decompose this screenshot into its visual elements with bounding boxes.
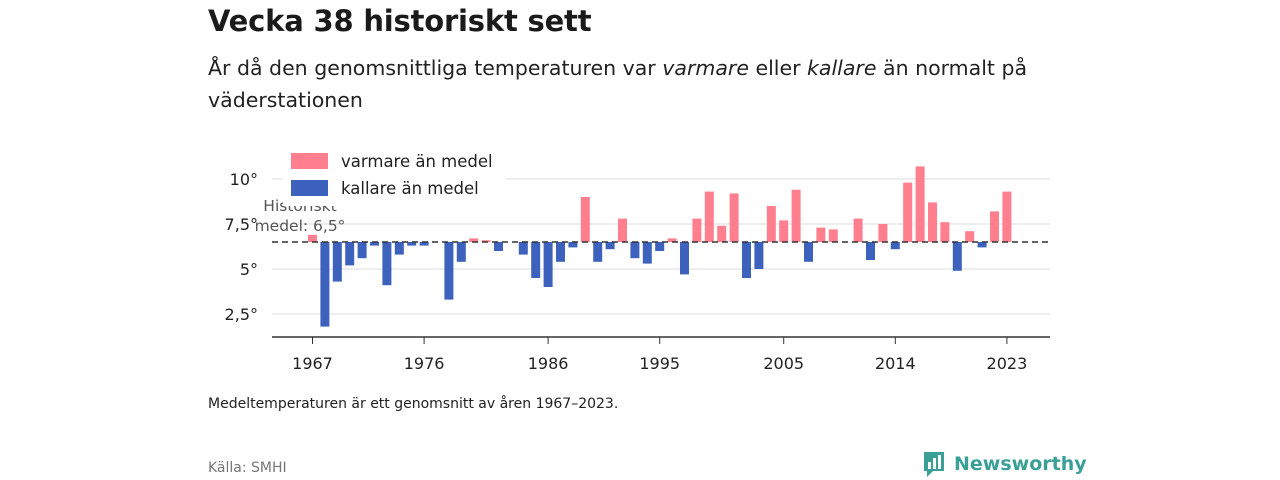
subtitle-part-1: År då den genomsnittliga temperaturen va… [208, 56, 663, 80]
subtitle-part-3: än normalt på väderstationen [208, 56, 1028, 112]
legend-warmer-swatch [291, 153, 328, 169]
bar-colder [890, 242, 900, 250]
legend-colder-label: kallare än medel [341, 179, 479, 198]
bar-colder [680, 242, 689, 275]
bar-colder [494, 242, 503, 251]
chart-legend: varmare än medel kallare än medel [283, 146, 505, 206]
bar-warmer [717, 225, 727, 242]
y-tick-label: 5° [240, 260, 258, 279]
chart-note: Medeltemperaturen är ett genomsnitt av å… [208, 396, 619, 412]
legend-warmer-label: varmare än medel [341, 152, 493, 171]
bar-colder [630, 242, 640, 259]
bar-colder [345, 242, 355, 266]
y-tick-label: 10° [230, 170, 258, 189]
bar-warmer [878, 224, 888, 242]
bar-colder [382, 242, 392, 286]
bar-colder [655, 242, 665, 251]
y-tick-label: 7,5° [225, 215, 258, 234]
x-tick-label: 1976 [404, 354, 445, 373]
newsworthy-logo-icon [924, 452, 944, 477]
subtitle-part-2: eller [748, 56, 808, 80]
bar-colder [407, 242, 417, 246]
bar-warmer [308, 234, 317, 242]
bar-colder [394, 242, 404, 255]
bar-colder [444, 242, 454, 300]
bar-colder [977, 242, 987, 248]
source-label: Källa: SMHI [208, 460, 287, 476]
bar-colder [320, 242, 330, 327]
bar-warmer [903, 182, 913, 242]
chart-subtitle: År då den genomsnittliga temperaturen va… [208, 52, 1048, 116]
bar-warmer [766, 206, 776, 242]
brand-name: Newsworthy [954, 453, 1087, 475]
bar-warmer [915, 166, 925, 242]
subtitle-colder-emphasis: kallare [807, 56, 877, 80]
bar-colder [642, 242, 652, 264]
bar-colder [556, 242, 565, 262]
bar-colder [742, 242, 751, 278]
bar-warmer [692, 218, 702, 242]
bar-colder [419, 242, 429, 246]
bar-warmer [1002, 191, 1012, 242]
bar-colder [568, 242, 578, 248]
bar-colder [543, 242, 553, 287]
bar-colder [357, 242, 367, 259]
bar-warmer [481, 240, 491, 242]
bar-warmer [729, 193, 739, 242]
bar-warmer [704, 191, 714, 242]
bar-colder [332, 242, 342, 282]
bar-warmer [990, 211, 999, 242]
bar-colder [456, 242, 466, 262]
x-tick-label: 1967 [292, 354, 333, 373]
bar-colder [866, 242, 875, 260]
x-tick-label: 2005 [763, 354, 804, 373]
subtitle-warmer-emphasis: varmare [662, 56, 749, 80]
bar-colder [518, 242, 528, 255]
baseline-label: medel: 6,5° [255, 217, 346, 235]
bar-warmer [853, 218, 863, 242]
x-tick-label: 1995 [639, 354, 680, 373]
bar-colder [531, 242, 541, 278]
bar-warmer [965, 231, 975, 242]
bar-colder [804, 242, 813, 262]
bar-colder [605, 242, 615, 250]
x-tick-label: 1986 [528, 354, 569, 373]
legend-colder-swatch [291, 180, 328, 196]
bar-colder [952, 242, 962, 271]
bar-warmer [940, 222, 950, 242]
bar-warmer [791, 189, 801, 242]
bar-warmer [580, 197, 590, 242]
bar-warmer [618, 218, 627, 242]
bar-colder [370, 242, 379, 246]
bar-warmer [928, 202, 937, 242]
newsworthy-brand[interactable]: Newsworthy [922, 450, 1087, 478]
x-tick-label: 2023 [987, 354, 1028, 373]
bar-warmer [816, 227, 826, 242]
bar-warmer [779, 220, 789, 242]
bar-colder [754, 242, 764, 269]
bar-colder [593, 242, 603, 262]
bar-warmer [828, 229, 838, 242]
bar-warmer [667, 238, 677, 242]
y-tick-label: 2,5° [225, 305, 258, 324]
chart-title: Vecka 38 historiskt sett [208, 4, 592, 38]
bar-warmer [469, 238, 479, 242]
x-tick-label: 2014 [875, 354, 916, 373]
